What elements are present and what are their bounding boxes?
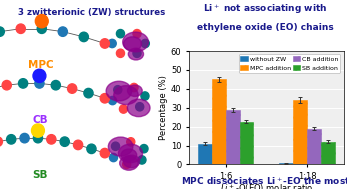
Circle shape [47, 135, 56, 144]
Circle shape [140, 145, 148, 153]
Circle shape [136, 103, 144, 111]
Circle shape [18, 79, 28, 88]
Text: MPC dissociates Li$^+$-EO the most: MPC dissociates Li$^+$-EO the most [181, 175, 347, 187]
Circle shape [141, 92, 149, 100]
Bar [279, 163, 293, 164]
Circle shape [130, 83, 138, 92]
Circle shape [79, 32, 88, 42]
Ellipse shape [127, 99, 150, 117]
Bar [226, 110, 239, 164]
X-axis label: $\mathit{Li}^+$-O(EO) molar ratio: $\mathit{Li}^+$-O(EO) molar ratio [220, 182, 313, 189]
Ellipse shape [120, 156, 138, 170]
Circle shape [108, 39, 116, 48]
Ellipse shape [108, 137, 133, 156]
Bar [307, 129, 321, 164]
Circle shape [114, 86, 122, 94]
Circle shape [100, 148, 109, 158]
Ellipse shape [128, 48, 144, 60]
Circle shape [100, 94, 109, 103]
Circle shape [33, 69, 46, 82]
Ellipse shape [106, 81, 132, 101]
Bar [239, 122, 253, 164]
Text: ethylene oxide (EO) chains: ethylene oxide (EO) chains [197, 23, 334, 32]
Circle shape [141, 39, 149, 48]
Bar [321, 142, 335, 164]
Circle shape [2, 81, 11, 90]
Text: Li$^+$ not associating with: Li$^+$ not associating with [203, 2, 328, 15]
Circle shape [0, 27, 4, 36]
Y-axis label: Percentage (%): Percentage (%) [159, 75, 168, 140]
Circle shape [127, 138, 135, 146]
Circle shape [119, 105, 127, 113]
Circle shape [74, 140, 83, 150]
Circle shape [109, 96, 117, 105]
Circle shape [7, 135, 16, 144]
Ellipse shape [127, 85, 142, 96]
Ellipse shape [124, 155, 140, 168]
Circle shape [122, 160, 131, 169]
Circle shape [111, 142, 120, 150]
Legend: without ZW, MPC addition, CB addition, SB addition: without ZW, MPC addition, CB addition, S… [238, 54, 340, 73]
Circle shape [32, 124, 44, 137]
Circle shape [138, 156, 146, 164]
Text: 3 zwitterionic (ZW) structures: 3 zwitterionic (ZW) structures [18, 8, 166, 17]
Circle shape [51, 81, 60, 90]
Bar [293, 100, 307, 164]
Ellipse shape [121, 149, 137, 161]
Circle shape [116, 29, 125, 38]
Circle shape [109, 153, 118, 162]
Circle shape [20, 133, 29, 143]
Circle shape [60, 137, 69, 146]
Circle shape [16, 24, 25, 33]
Circle shape [133, 29, 141, 38]
Circle shape [0, 137, 2, 146]
Text: SB: SB [33, 170, 48, 180]
Text: MPC: MPC [28, 60, 53, 70]
Ellipse shape [124, 37, 142, 51]
Ellipse shape [114, 86, 138, 105]
Circle shape [33, 133, 43, 143]
Circle shape [58, 27, 67, 36]
Circle shape [37, 24, 46, 33]
Circle shape [68, 84, 77, 93]
Circle shape [84, 88, 93, 98]
Bar [198, 144, 212, 164]
Bar [212, 79, 226, 164]
Circle shape [100, 39, 109, 48]
Circle shape [87, 144, 96, 153]
Circle shape [116, 49, 125, 57]
Text: CB: CB [33, 115, 48, 125]
Circle shape [35, 15, 48, 28]
Ellipse shape [123, 32, 149, 52]
Circle shape [35, 79, 44, 88]
Circle shape [133, 49, 141, 57]
Ellipse shape [118, 144, 143, 163]
